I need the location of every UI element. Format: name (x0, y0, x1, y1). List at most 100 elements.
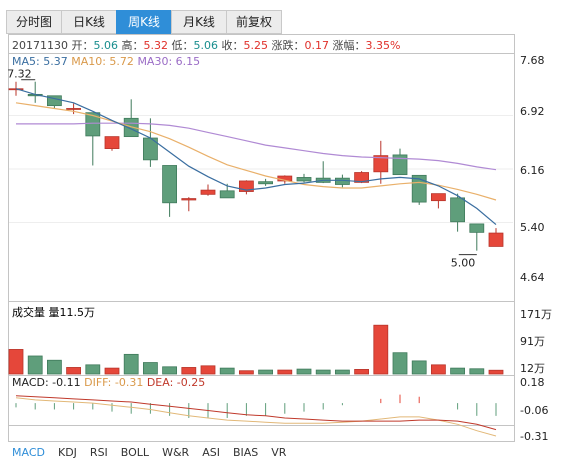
candle-body (411, 174, 427, 203)
tab-monthly-k[interactable]: 月K线 (171, 10, 226, 34)
macd-legend: MACD: -0.11 DIFF: -0.31 DEA: -0.25 (12, 376, 205, 389)
candle-body (85, 112, 101, 137)
candle-body (258, 181, 274, 185)
indicator-tabs: MACD KDJ RSI BOLL W&R ASI BIAS VR (12, 446, 299, 459)
indicator-tab-asi[interactable]: ASI (202, 446, 220, 459)
candle-body (66, 108, 81, 110)
macd-value: MACD: -0.11 (12, 376, 81, 389)
change-value: 0.17 (304, 39, 330, 52)
ma30-line (16, 122, 497, 171)
price-tick-4: 5.40 (520, 221, 545, 234)
high-value: 5.32 (143, 39, 169, 52)
diff-line (15, 397, 497, 437)
candle-body (104, 136, 120, 149)
candle-body (373, 155, 389, 173)
dea-value: DEA: -0.25 (146, 376, 206, 389)
volume-bar (277, 369, 293, 375)
volume-bar (219, 367, 235, 375)
candle-body (469, 223, 485, 233)
volume-bar (27, 355, 43, 375)
volume-bar (392, 352, 408, 375)
volume-bar (162, 366, 178, 375)
candle-body (162, 165, 178, 204)
quote-bar: 20171130 开：5.06 高：5.32 低：5.06 收：5.25 涨跌：… (12, 37, 400, 53)
tab-forward-adjusted[interactable]: 前复权 (226, 10, 282, 34)
volume-bar (142, 362, 158, 375)
candle-body (219, 190, 235, 199)
volume-tick-1: 171万 (520, 308, 552, 321)
macd-tick-2: -0.06 (520, 404, 549, 417)
volume-bar (469, 368, 485, 375)
price-tick-1: 7.68 (520, 54, 545, 67)
indicator-tab-macd[interactable]: MACD (12, 446, 45, 459)
divider (9, 53, 514, 54)
volume-tick-2: 91万 (520, 335, 545, 348)
change-label: 涨跌： (271, 39, 305, 52)
volume-bar (373, 324, 389, 375)
volume-bar (200, 365, 216, 375)
candle-body (181, 198, 197, 201)
price-tick-3: 6.16 (520, 164, 545, 177)
volume-bar (258, 369, 274, 375)
indicator-tab-vr[interactable]: VR (271, 446, 287, 459)
volume-bar (296, 368, 312, 375)
indicator-tab-bias[interactable]: BIAS (232, 446, 259, 459)
volume-bar (430, 364, 446, 375)
volume-bar (315, 369, 331, 375)
volume-bar (66, 367, 81, 375)
candle-body (354, 172, 370, 183)
volume-bar (354, 369, 370, 375)
low-value: 5.06 (193, 39, 219, 52)
divider (9, 425, 514, 426)
candle-body (238, 180, 254, 192)
indicator-tab-boll[interactable]: BOLL (120, 446, 150, 459)
dea-line (15, 395, 497, 431)
candle-body (430, 193, 446, 202)
period-tabs: 分时图 日K线 周K线 月K线 前复权 (6, 10, 282, 34)
volume-bar (47, 359, 62, 375)
volume-bar (238, 370, 254, 375)
tab-intraday[interactable]: 分时图 (6, 10, 61, 34)
volume-bar (450, 367, 466, 375)
indicator-tab-rsi[interactable]: RSI (89, 446, 108, 459)
price-tick-2: 6.92 (520, 105, 545, 118)
close-value: 5.25 (243, 39, 269, 52)
candle-body (200, 189, 216, 195)
low-marker-label: 5.00 (451, 257, 476, 270)
chart-frame (8, 34, 515, 442)
volume-bar (488, 369, 504, 375)
volume-title: 成交量 量11.5万 (12, 306, 95, 319)
tab-daily-k[interactable]: 日K线 (61, 10, 116, 34)
high-label: 高： (121, 39, 144, 52)
ma5-legend: MA5: 5.37 (12, 55, 68, 68)
divider (9, 375, 514, 376)
divider (9, 301, 514, 302)
open-label: 开： (71, 39, 94, 52)
macd-tick-3: -0.31 (520, 430, 549, 443)
price-tick-5: 4.64 (520, 271, 545, 284)
low-label: 低： (171, 39, 194, 52)
candle-body (296, 177, 312, 182)
volume-bar (123, 353, 139, 375)
indicator-tab-wr[interactable]: W&R (162, 446, 190, 459)
ma5-line (15, 88, 497, 226)
close-label: 收： (221, 39, 244, 52)
quote-date: 20171130 (12, 39, 68, 52)
volume-bar (85, 364, 101, 375)
tab-weekly-k[interactable]: 周K线 (116, 10, 171, 34)
ma-legend: MA5: 5.37 MA10: 5.72 MA30: 6.15 (12, 55, 200, 68)
pct-label: 涨幅： (332, 39, 366, 52)
pct-value: 3.35% (365, 39, 401, 52)
indicator-tab-kdj[interactable]: KDJ (57, 446, 77, 459)
diff-value: DIFF: -0.31 (84, 376, 144, 389)
ma10-legend: MA10: 5.72 (71, 55, 134, 68)
high-marker-label: 7.32 (7, 68, 32, 81)
ma10-line (15, 102, 497, 201)
volume-bar (104, 367, 120, 375)
volume-bar (181, 367, 197, 375)
candle-body (488, 232, 504, 247)
volume-bar (334, 369, 350, 375)
ma30-legend: MA30: 6.15 (137, 55, 201, 68)
volume-bar (411, 360, 427, 375)
candle-body (450, 197, 466, 223)
